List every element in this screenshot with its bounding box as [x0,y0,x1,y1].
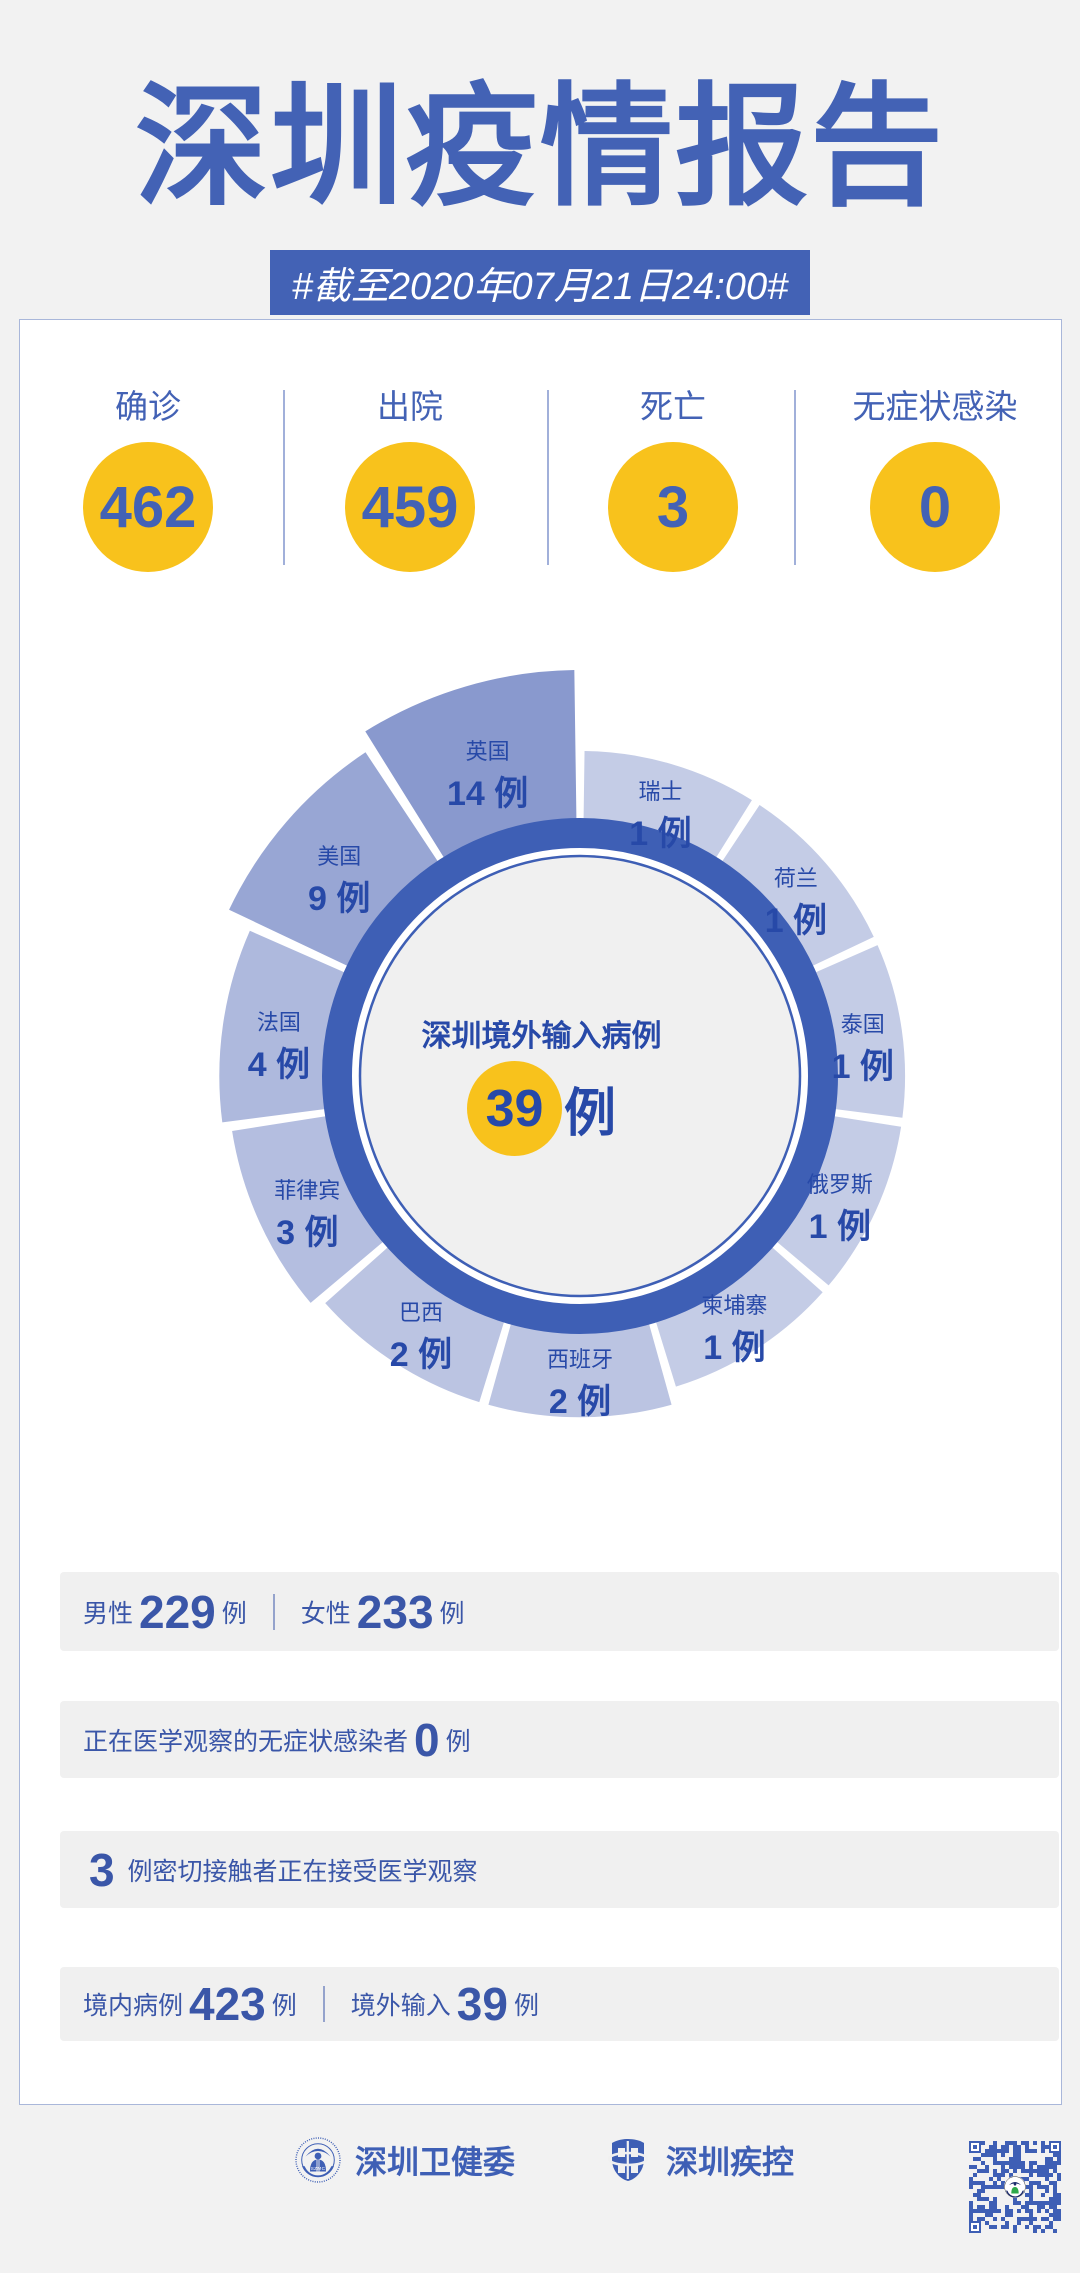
svg-text:SZMC: SZMC [311,2166,326,2171]
